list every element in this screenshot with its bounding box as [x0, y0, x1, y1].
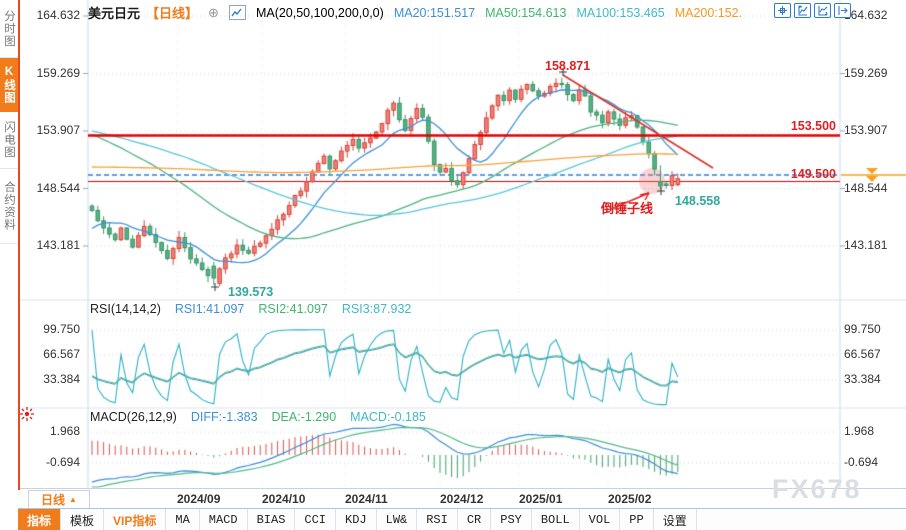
rsi-panel-header: RSI(14,14,2) RSI1:41.097 RSI2:41.097 RSI… [90, 302, 411, 316]
rsi-axis-label: 66.567 [844, 347, 881, 361]
tab-templates[interactable]: 模板 [61, 509, 105, 530]
rsi-axis-label: 33.384 [43, 372, 80, 386]
resistance-level-label: 153.500 [790, 119, 836, 133]
sidebar-item-timeshare[interactable]: 分时图 [0, 0, 18, 58]
sidebar-item-lightning[interactable]: 闪电图 [0, 112, 18, 169]
macd-axis-label: -0.694 [45, 455, 80, 469]
chart-type-icon[interactable] [228, 5, 246, 20]
axis-scale-right-icon[interactable] [814, 3, 831, 18]
diff-value: DIFF:-1.383 [190, 410, 258, 424]
watermark: FX678 [772, 474, 862, 504]
rsi-axis-label: 33.384 [844, 372, 881, 386]
dropdown-arrow-icon: ▲ [69, 494, 77, 504]
macd-value: MACD:-0.185 [350, 410, 426, 424]
tab-kdj[interactable]: KDJ [336, 509, 377, 530]
ma200-value: MA200:152. [674, 5, 743, 20]
price-axis-label: 153.907 [844, 123, 888, 137]
period-dropdown-button[interactable]: 日线 ▲ [28, 490, 90, 509]
rsi-title: RSI(14,14,2) [90, 302, 161, 316]
date-tick: 2025/02 [608, 492, 652, 506]
date-tick: 2024/12 [440, 492, 484, 506]
price-axis-label: 148.544 [844, 181, 888, 195]
sidebar-item-contract-info[interactable]: 合约资料 [0, 169, 18, 244]
rsi-axis-label: 66.567 [43, 347, 80, 361]
add-compare-icon[interactable]: ⊕ [208, 5, 219, 20]
tab-cci[interactable]: CCI [295, 509, 337, 530]
price-axis-label: 153.907 [36, 123, 80, 137]
crosshair-icon[interactable] [774, 3, 791, 18]
ma50-value: MA50:154.613 [485, 5, 567, 20]
price-axis-label: 143.181 [36, 238, 80, 252]
price-axis-label: 159.269 [36, 66, 80, 80]
sidebar: 分时图 K线图 闪电图 合约资料 [0, 0, 18, 490]
period-label: 日线 [41, 493, 66, 507]
tab-macd[interactable]: MACD [200, 509, 248, 530]
tab-pp[interactable]: PP [620, 509, 654, 530]
low-price-label: 139.573 [228, 285, 274, 299]
macd-axis-label: 1.968 [49, 424, 80, 438]
tab-psy[interactable]: PSY [491, 509, 532, 530]
price-axis-label: 148.544 [36, 181, 80, 195]
price-axis-label: 164.632 [36, 8, 80, 22]
macd-axis-label: -0.694 [844, 455, 879, 469]
rsi1-value: RSI1:41.097 [174, 302, 245, 316]
rsi3-value: RSI3:87.932 [341, 302, 412, 316]
tab-indicators[interactable]: 指标 [18, 509, 62, 530]
tab-boll[interactable]: BOLL [532, 509, 580, 530]
rsi2-value: RSI2:41.097 [258, 302, 328, 316]
indicator-settings-icon[interactable] [19, 406, 35, 427]
date-tick: 2024/09 [177, 492, 221, 506]
price-axis-label: 159.269 [844, 66, 888, 80]
tab-lw[interactable]: LW& [377, 509, 418, 530]
sidebar-divider [18, 0, 20, 490]
macd-panel-header: MACD(26,12,9) DIFF:-1.383 DEA:-1.290 MAC… [90, 410, 426, 424]
symbol-name: 美元日元 [88, 6, 141, 21]
price-axis-label: 143.181 [844, 238, 888, 252]
peak-price-label: 158.871 [545, 59, 591, 73]
tab-settings[interactable]: 设置 [654, 509, 697, 530]
date-tick: 2024/11 [345, 492, 388, 506]
macd-title: MACD(26,12,9) [90, 410, 177, 424]
tab-vol[interactable]: VOL [580, 509, 621, 530]
dea-value: DEA:-1.290 [271, 410, 337, 424]
date-tick: 2025/01 [519, 492, 563, 506]
ma-formula: MA(20,50,100,200,0,0) [255, 5, 384, 20]
macd-axis-label: 1.968 [844, 424, 875, 438]
rsi-axis-label: 99.750 [43, 322, 80, 336]
ma100-value: MA100:153.465 [576, 5, 665, 20]
chart-tool-icons [774, 3, 851, 18]
time-axis-row [18, 488, 906, 509]
tab-ma[interactable]: MA [166, 509, 200, 530]
sidebar-item-kline[interactable]: K线图 [0, 58, 18, 112]
date-tick: 2024/10 [262, 492, 306, 506]
chart-header: 美元日元 【日线】 ⊕ MA(20,50,100,200,0,0) MA20:1… [88, 3, 742, 22]
period-tag: 【日线】 [146, 6, 199, 21]
price-axis-label: 164.632 [844, 8, 888, 22]
support-level-label: 149.500 [790, 167, 836, 181]
pattern-annotation: 倒锤子线 [601, 201, 654, 216]
tab-rsi[interactable]: RSI [417, 509, 458, 530]
swing-low-label: 148.558 [675, 194, 721, 208]
ma20-value: MA20:151.517 [393, 5, 476, 20]
goto-latest-icon[interactable] [834, 3, 851, 18]
tab-vip-indicators[interactable]: VIP指标 [104, 509, 167, 530]
axis-scale-up-icon[interactable] [794, 3, 811, 18]
rsi-axis-label: 99.750 [844, 322, 881, 336]
tab-cr[interactable]: CR [458, 509, 492, 530]
tab-bias[interactable]: BIAS [248, 509, 296, 530]
indicator-toolbar: 指标 模板 VIP指标 MA MACD BIAS CCI KDJ LW& RSI… [18, 508, 906, 530]
